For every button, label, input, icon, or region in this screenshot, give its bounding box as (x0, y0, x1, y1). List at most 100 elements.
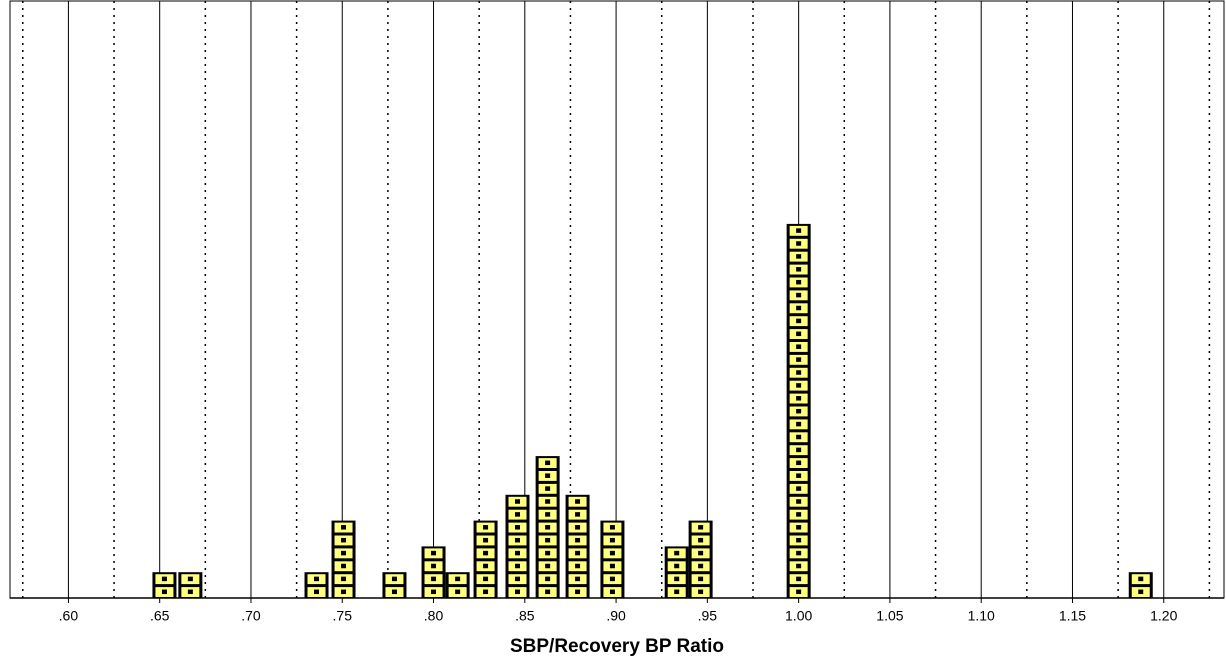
dot-center (575, 589, 581, 595)
dot-center (796, 318, 802, 324)
dot-center (796, 344, 802, 349)
dot-center (545, 473, 551, 478)
dot-center (698, 550, 704, 556)
dot-center (698, 589, 704, 595)
dot-center (545, 537, 551, 543)
x-tick-label: 1.10 (968, 608, 995, 624)
dot-center (575, 512, 581, 517)
dot-center (575, 563, 581, 569)
x-tick-label: 1.15 (1059, 608, 1086, 624)
dot-center (1138, 576, 1144, 582)
dot-center (796, 512, 802, 517)
x-tick-label: .60 (59, 608, 79, 624)
dot-center (545, 589, 551, 595)
dot-center (609, 563, 615, 569)
dot-center (674, 576, 680, 582)
dot-center (483, 525, 489, 530)
dot-center (796, 486, 802, 491)
dot-center (431, 550, 437, 556)
x-tick-label: 1.00 (785, 608, 812, 624)
dot-center (575, 499, 581, 504)
dot-center (515, 550, 521, 556)
dot-center (796, 434, 802, 440)
x-tick-label: .85 (515, 608, 535, 624)
dot-center (431, 589, 437, 595)
dot-center (341, 537, 347, 543)
dot-center (515, 525, 521, 530)
dot-center (545, 499, 551, 504)
dot-center (674, 563, 680, 569)
dot-center (545, 550, 551, 556)
dot-center (515, 576, 521, 582)
dot-center (796, 279, 802, 285)
dot-center (431, 563, 437, 569)
dot-center (483, 589, 489, 595)
dot-center (515, 589, 521, 595)
dot-center (575, 537, 581, 543)
dot-center (341, 563, 347, 569)
dot-center (698, 525, 704, 530)
dot-center (796, 525, 802, 530)
dot-center (341, 589, 347, 595)
dot-center (455, 589, 461, 595)
dot-center (698, 563, 704, 569)
dot-center (314, 576, 320, 582)
dot-center (341, 550, 347, 556)
dot-center (483, 563, 489, 569)
dot-center (796, 408, 802, 414)
dot-center (483, 537, 489, 543)
dot-center (483, 576, 489, 582)
dot-center (796, 254, 802, 259)
dot-center (515, 563, 521, 569)
dot-center (609, 525, 615, 530)
dot-center (796, 473, 802, 478)
dot-center (796, 563, 802, 569)
dot-center (161, 576, 167, 582)
dot-center (796, 331, 802, 337)
x-tick-label: .70 (241, 608, 261, 624)
dot-center (545, 525, 551, 530)
dot-center (674, 550, 680, 556)
dot-center (796, 357, 802, 362)
dot-center (187, 589, 193, 595)
dot-center (391, 589, 397, 595)
dot-center (575, 576, 581, 582)
dot-center (796, 589, 802, 595)
dot-column (600, 520, 625, 598)
dot-center (698, 576, 704, 582)
dot-center (796, 267, 802, 272)
x-tick-label: 1.20 (1150, 608, 1177, 624)
dot-column (688, 520, 713, 598)
dot-center (796, 396, 802, 401)
dot-center (609, 550, 615, 556)
dot-center (515, 537, 521, 543)
dot-center (796, 576, 802, 582)
dot-center (796, 421, 802, 427)
dot-center (431, 576, 437, 582)
dot-center (674, 589, 680, 595)
dot-center (455, 576, 461, 582)
dot-center (796, 447, 802, 453)
dot-center (609, 589, 615, 595)
x-tick-label: .75 (333, 608, 353, 624)
dot-center (391, 576, 397, 582)
dot-center (545, 563, 551, 569)
dot-center (545, 460, 551, 466)
dot-center (341, 525, 347, 530)
dot-center (796, 383, 802, 388)
dot-center (796, 241, 802, 246)
dot-center (609, 576, 615, 582)
plot-frame (9, 0, 1225, 599)
dot-center (314, 589, 320, 595)
x-tick-label: .65 (150, 608, 170, 624)
dot-center (796, 292, 802, 298)
dot-center (483, 550, 489, 556)
dot-center (796, 370, 802, 375)
x-tick-label: .90 (606, 608, 626, 624)
dot-center (796, 305, 802, 311)
x-axis-label: SBP/Recovery BP Ratio (510, 636, 724, 657)
dot-center (796, 460, 802, 466)
dot-center (341, 576, 347, 582)
dot-center (187, 576, 193, 582)
